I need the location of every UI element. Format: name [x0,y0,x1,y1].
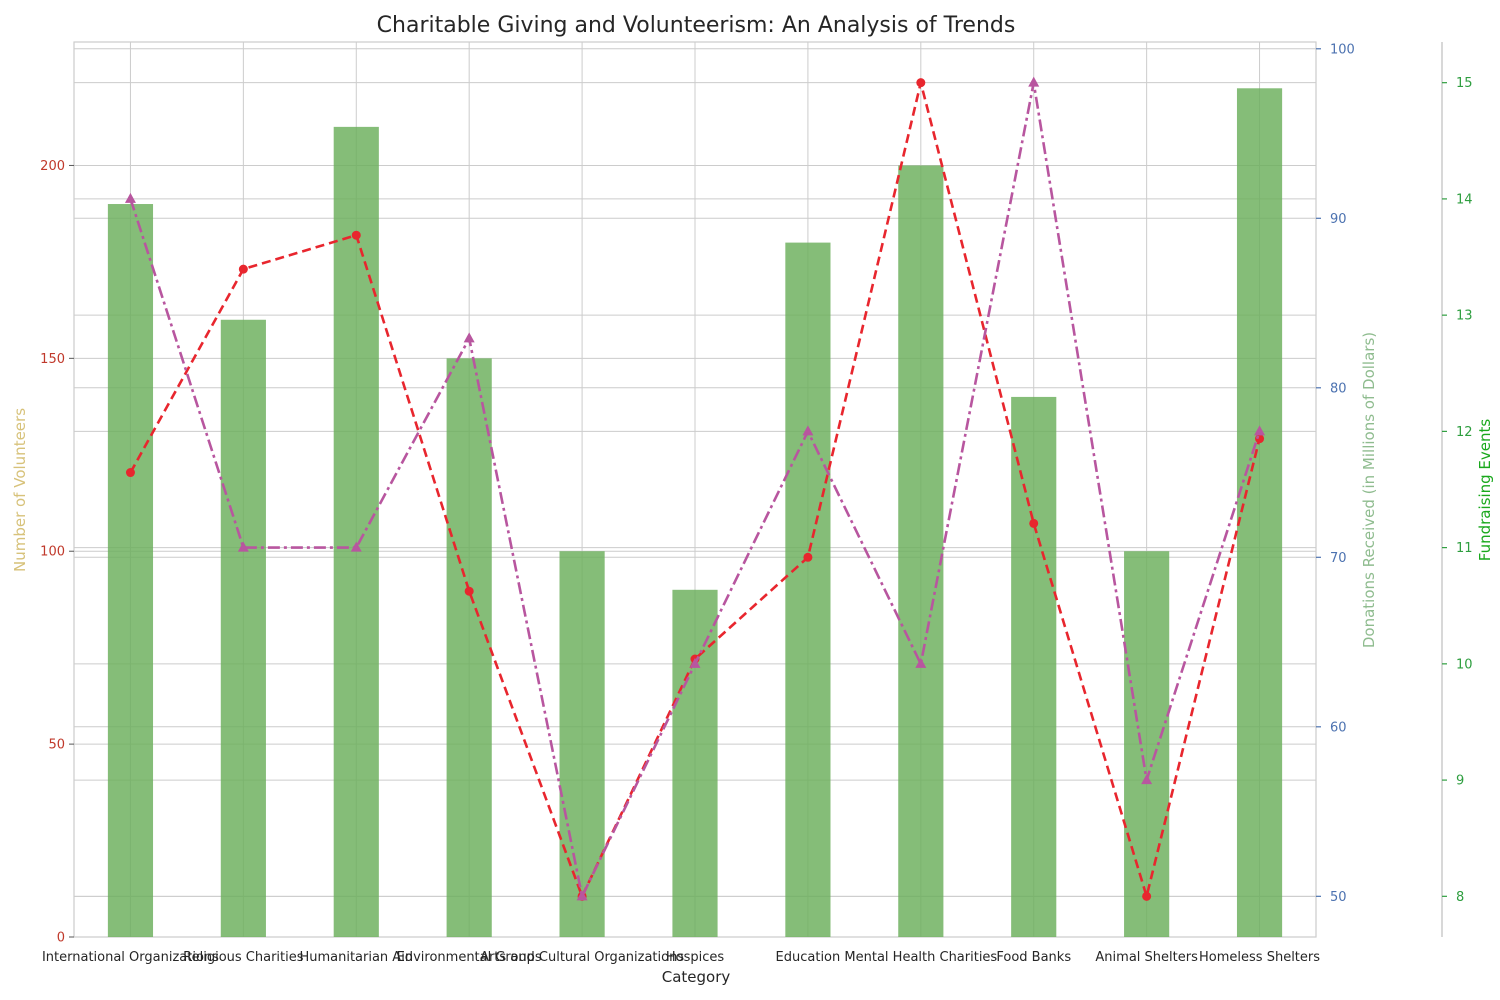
data-point [915,657,927,668]
bar-series [107,88,1283,938]
x-tick-label: Arts and Cultural Organizations [480,950,684,965]
y-tick-label-fundraising: 11 [1456,541,1473,556]
bar [1011,396,1057,937]
data-point [463,332,475,343]
y-tick-label-volunteers: 150 [40,352,65,367]
series-line [129,82,1261,902]
bar [220,319,266,937]
x-tick-label: Homeless Shelters [1199,950,1320,965]
data-point [802,425,814,436]
y-tick-label-fundraising: 14 [1456,192,1473,207]
data-point [350,541,362,552]
bar [107,204,154,937]
y-tick-label-fundraising: 10 [1456,657,1473,672]
bar [898,165,944,938]
chart-title: Charitable Giving and Volunteerism: An A… [377,13,1016,38]
data-point [576,890,588,901]
data-point [464,586,474,596]
x-tick-label: Hospices [666,950,725,965]
x-tick-label: Food Banks [996,950,1071,965]
data-point [1028,76,1040,87]
y-tick-label-donations: 70 [1330,551,1347,566]
x-tick-label: Mental Health Charities [844,950,997,965]
bar [333,126,379,938]
data-point [1141,774,1153,785]
y-tick-label-donations: 50 [1330,890,1347,905]
y-tick-label-donations: 80 [1330,381,1347,396]
y-tick-label-volunteers: 200 [40,159,65,174]
bar [1236,88,1283,938]
bar [672,589,718,937]
y-axis-label-fundraising: Fundraising Events [1476,419,1494,562]
x-axis-label: Category [662,968,731,986]
data-point [237,541,249,552]
data-point [1254,425,1266,436]
y-tick-label-fundraising: 8 [1456,890,1464,905]
bar [785,242,831,937]
y-axis-label-donations: Donations Received (in Millions of Dolla… [1360,332,1378,648]
x-tick-label: Environmental Groups [397,950,542,965]
y-tick-label-volunteers: 100 [40,545,65,560]
y-tick-label-fundraising: 15 [1456,76,1473,91]
x-tick-label: International Organizations [42,950,219,965]
data-point [1029,518,1039,528]
y-tick-label-volunteers: 0 [57,931,65,946]
x-tick-label: Religious Charities [183,950,304,965]
data-point [1255,434,1265,444]
x-tick-label: Humanitarian Aid [299,950,413,965]
bar [446,358,492,938]
y-tick-label-donations: 100 [1330,42,1355,57]
bar [1124,551,1170,937]
data-point [124,192,136,203]
data-point [689,657,701,668]
data-point [351,230,361,240]
y-tick-label-fundraising: 9 [1456,774,1464,789]
data-point [803,552,813,562]
y-tick-label-fundraising: 13 [1456,309,1473,324]
bar [559,551,605,937]
data-point [238,264,248,274]
y-axis-label-volunteers: Number of Volunteers [11,408,29,572]
y-tick-label-donations: 90 [1330,212,1347,227]
y-tick-label-volunteers: 50 [48,738,65,753]
y-tick-label-donations: 60 [1330,720,1347,735]
data-point [125,468,135,478]
line-series-fundraising [124,76,1266,901]
data-point [916,78,926,88]
y-tick-label-fundraising: 12 [1456,425,1473,440]
x-tick-label: Education [776,950,841,965]
data-point [1142,891,1152,901]
x-tick-label: Animal Shelters [1095,950,1198,965]
